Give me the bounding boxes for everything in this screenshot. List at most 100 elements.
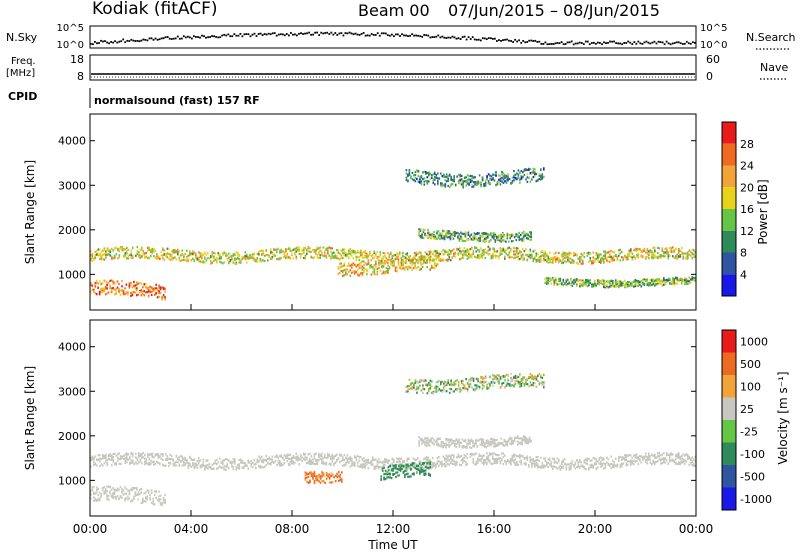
nsky-point [401,33,403,36]
data-cell [280,455,283,459]
data-cell [693,249,695,252]
data-cell [385,256,388,260]
data-cell [433,234,435,237]
data-cell [637,256,640,259]
data-cell [693,279,695,282]
data-cell [496,236,498,239]
data-cell [604,286,607,289]
data-cell [470,238,473,241]
data-cell [612,256,614,259]
data-cell [573,282,575,285]
data-cell [363,264,365,267]
data-cell [315,458,317,461]
data-cell [438,460,440,463]
data-cell [112,493,114,496]
data-cell [131,499,134,502]
data-cell [262,249,265,252]
data-cell [186,458,188,461]
data-cell [140,289,143,292]
data-cell [114,247,116,250]
data-cell [570,261,572,265]
data-cell [621,281,623,284]
data-cell [151,452,154,455]
data-cell [234,262,236,265]
data-cell [616,258,619,261]
data-cell [430,467,433,470]
data-cell [309,250,311,253]
data-cell [259,258,262,261]
data-cell [562,258,565,261]
data-cell [366,270,368,273]
data-cell [145,459,148,462]
nsky-point [647,41,650,44]
data-cell [410,176,412,179]
data-cell [684,252,686,255]
data-cell [109,284,111,287]
data-cell [134,487,137,490]
data-cell [670,452,673,455]
data-cell [657,251,659,254]
data-cell [652,246,655,249]
data-cell [399,461,401,464]
nsky-point [368,34,371,37]
data-cell [504,255,506,258]
data-cell [172,257,175,260]
data-cell [441,258,443,261]
data-cell [573,261,575,264]
data-cell [544,250,547,253]
data-cell [594,279,596,282]
data-cell [388,265,391,268]
data-cell [675,458,677,461]
data-cell [315,252,317,255]
data-cell [667,277,670,281]
data-cell [283,251,286,254]
data-cell [514,173,517,176]
data-cell [513,174,515,177]
data-cell [657,257,659,260]
data-cell [162,463,164,466]
data-cell [420,264,422,267]
data-cell [98,491,101,494]
data-cell [360,463,362,466]
data-cell [415,466,418,469]
data-cell [480,181,482,184]
data-cell [660,462,662,465]
data-cell [555,466,557,469]
data-cell [480,253,482,256]
data-cell [133,280,135,283]
nsky-point [211,35,213,37]
data-cell [306,462,308,465]
data-cell [312,458,314,461]
data-cell [105,453,107,457]
data-cell [685,280,688,284]
data-cell [646,462,649,465]
data-cell [475,250,478,253]
data-cell [499,249,502,252]
data-cell [583,256,586,259]
data-cell [135,254,137,257]
data-cell [510,240,513,243]
data-cell [642,251,644,254]
data-cell [354,464,356,467]
data-cell [358,259,361,262]
nsky-point [645,40,648,43]
data-cell [375,263,377,266]
data-cell [91,253,94,256]
data-cell [594,282,596,285]
data-cell [492,247,494,250]
data-cell [460,257,463,260]
data-cell [631,256,634,259]
data-cell [139,256,142,259]
data-cell [270,461,272,464]
data-cell [283,462,286,465]
data-cell [207,467,209,470]
data-cell [273,461,275,464]
data-cell [306,248,308,251]
data-cell [679,254,682,257]
data-cell [544,252,547,255]
nsky-point [338,32,341,35]
data-cell [607,458,610,461]
data-cell [657,281,659,284]
nsky-point [437,34,440,37]
data-cell [534,465,536,468]
